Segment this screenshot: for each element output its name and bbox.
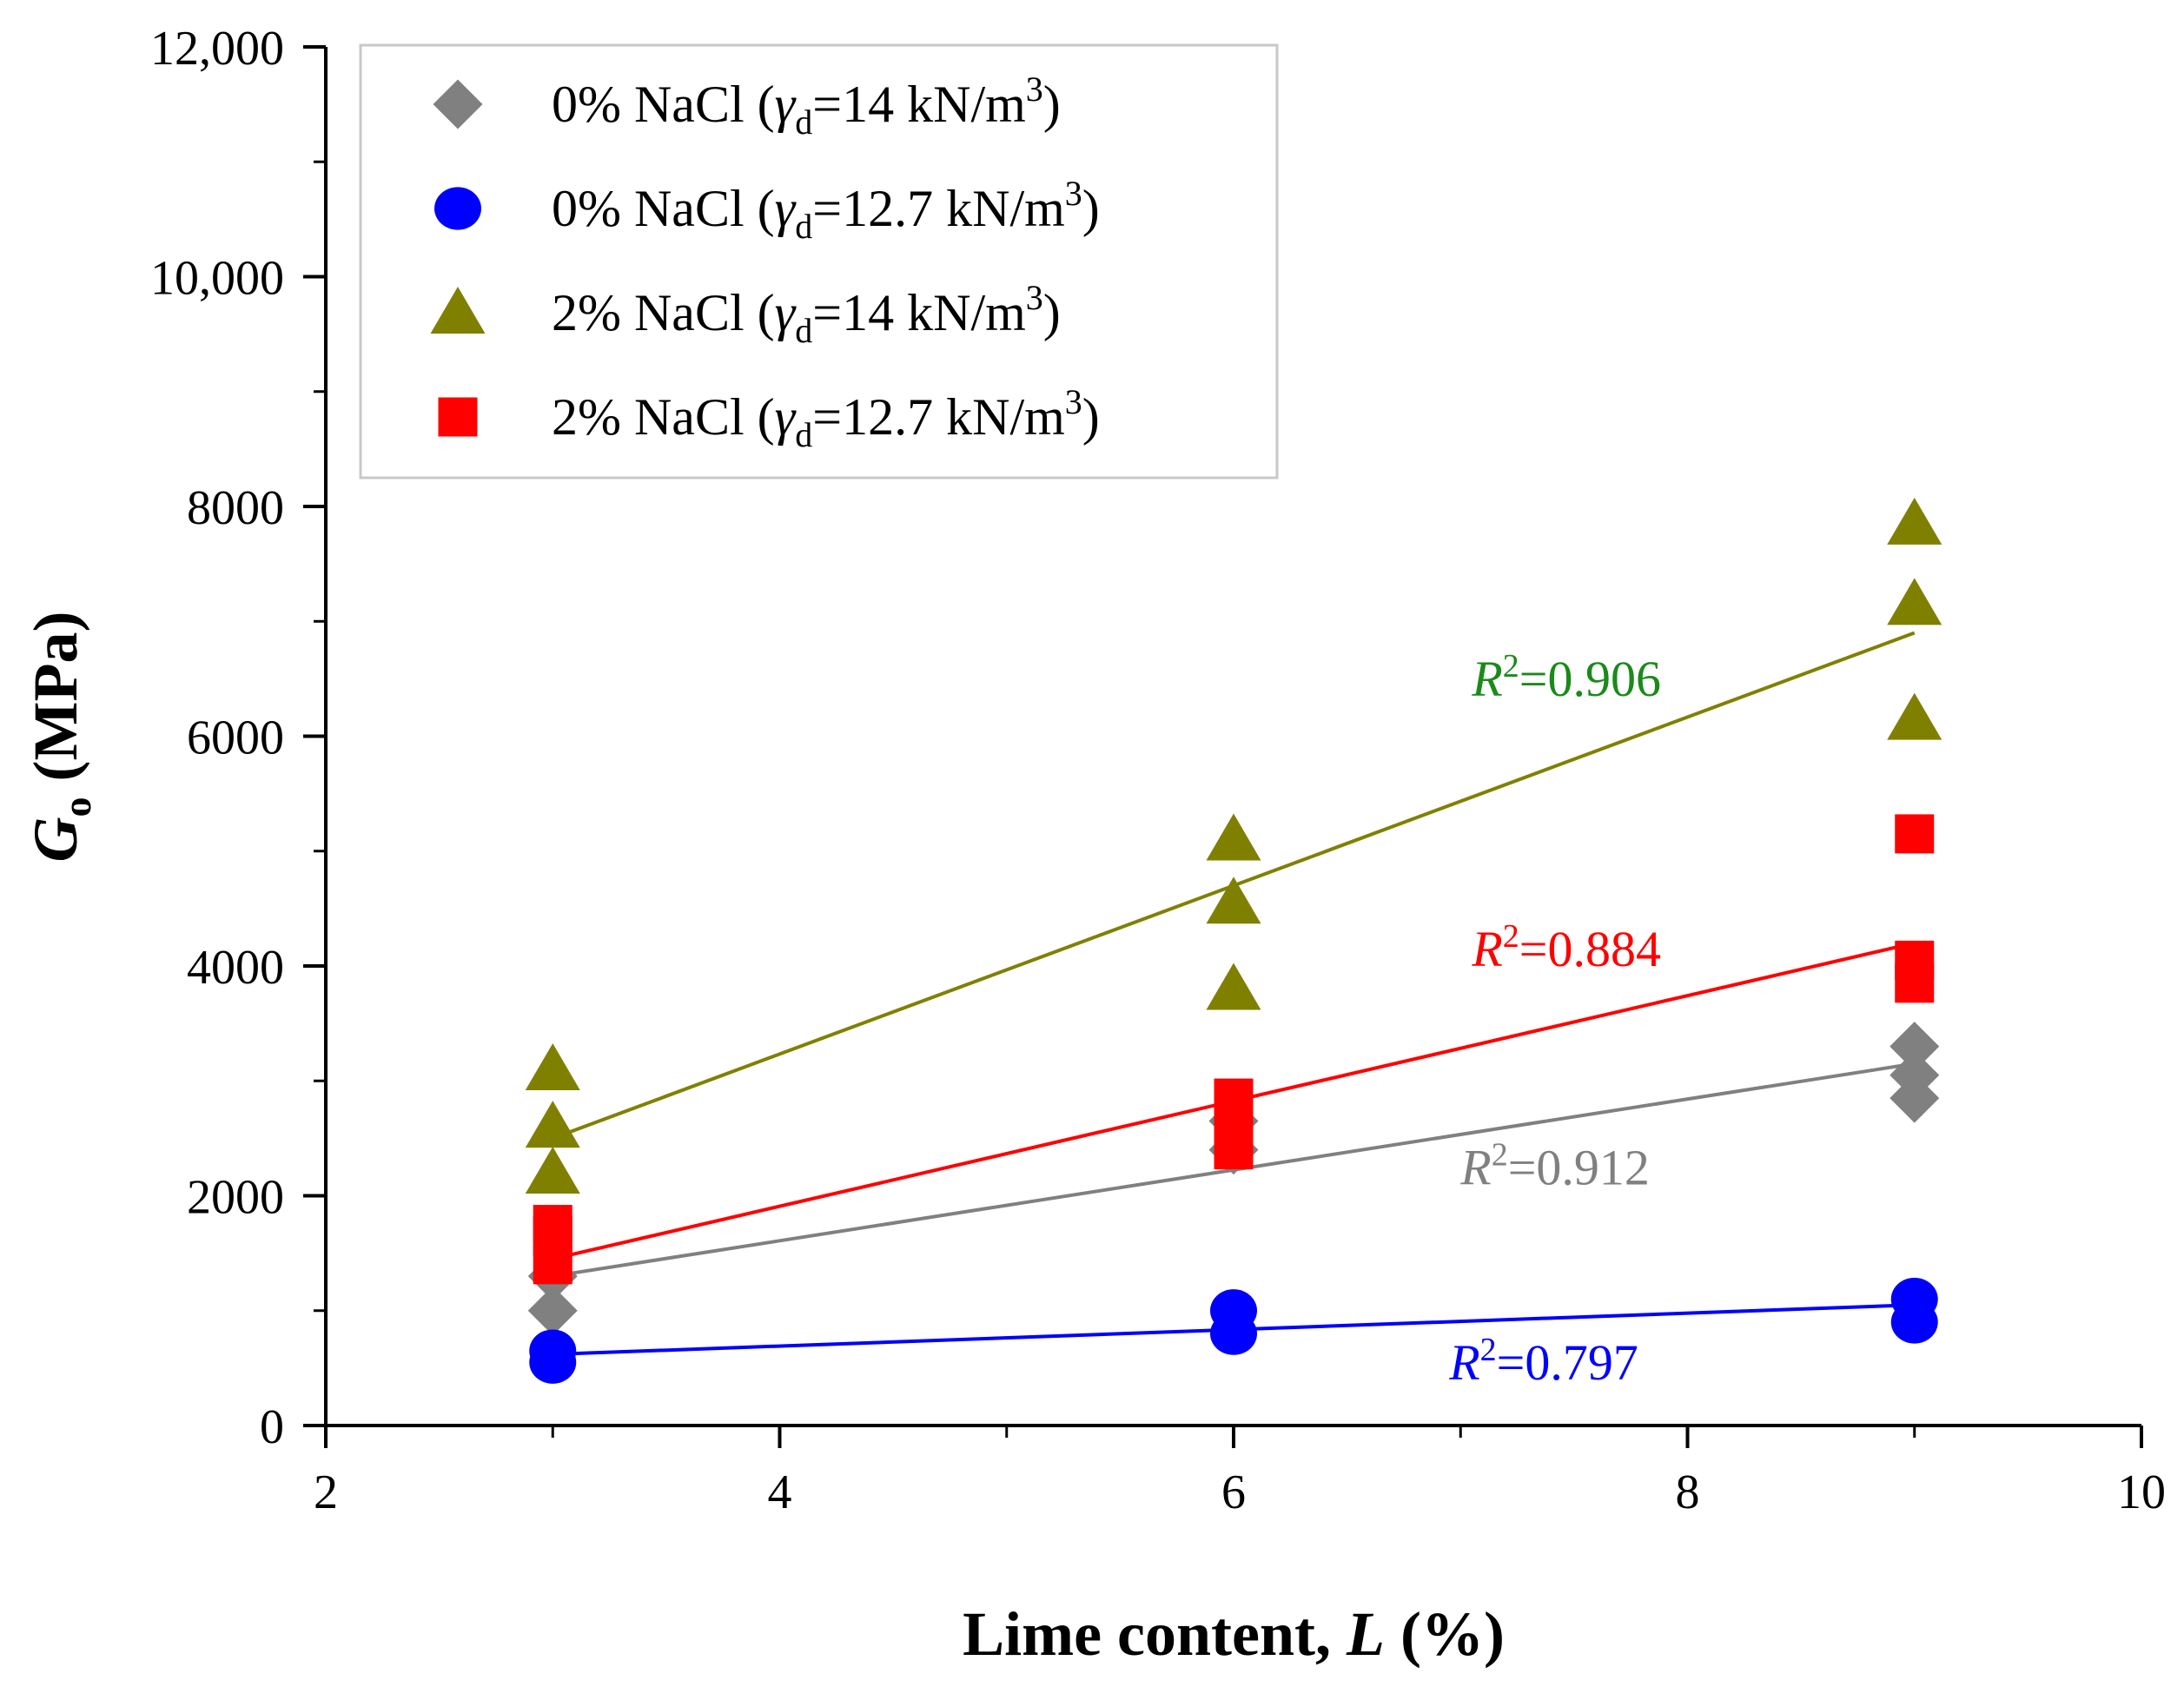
legend-marker-diamond [433, 79, 483, 129]
data-point-square [533, 1205, 572, 1245]
data-markers [525, 497, 1942, 1384]
legend-label: 0% NaCl (γd=14 kN/m3) [552, 69, 1061, 142]
legend-marker-square [438, 397, 478, 437]
x-tick-label: 2 [314, 1465, 338, 1519]
data-point-triangle [1206, 963, 1261, 1010]
y-tick-label: 2000 [187, 1171, 284, 1225]
data-point-triangle [525, 1147, 580, 1194]
data-point-triangle [1206, 813, 1261, 861]
legend-label: 2% NaCl (γd=12.7 kN/m3) [552, 382, 1100, 454]
x-tick-label: 4 [768, 1465, 792, 1519]
data-point-triangle [525, 1043, 580, 1091]
x-tick-label: 10 [2117, 1465, 2166, 1519]
data-point-square [1895, 940, 1935, 980]
y-axis-title: Go (MPa) [21, 612, 99, 863]
y-tick-label: 8000 [187, 481, 284, 535]
data-point-diamond [527, 1286, 578, 1336]
axis-titles: Lime content, L (%) Go (MPa) [21, 612, 1505, 1669]
r2-label: R2=0.912 [1459, 1136, 1650, 1195]
r2-labels: R2=0.912 R2=0.797 R2=0.906 R2=0.884 [1448, 648, 1661, 1391]
data-point-square [1895, 814, 1935, 854]
legend-marker-circle [434, 187, 481, 230]
y-tick-label: 12,000 [150, 22, 284, 76]
y-tick-label: 4000 [187, 941, 284, 995]
data-point-triangle [1206, 877, 1261, 924]
y-tick-label: 6000 [187, 711, 284, 765]
r2-label: R2=0.884 [1471, 918, 1661, 977]
data-point-circle [529, 1329, 577, 1373]
r2-label: R2=0.797 [1448, 1332, 1638, 1391]
legend-label: 2% NaCl (γd=14 kN/m3) [552, 278, 1061, 350]
x-axis-title: Lime content, L (%) [963, 1599, 1505, 1669]
data-point-circle [1890, 1277, 1938, 1321]
data-point-square [1214, 1078, 1254, 1118]
data-point-diamond [1889, 1022, 1940, 1072]
legend: 0% NaCl (γd=14 kN/m3) 0% NaCl (γd=12.7 kN… [359, 43, 1279, 480]
r2-label: R2=0.906 [1471, 648, 1661, 707]
data-point-triangle [1887, 497, 1942, 545]
x-tick-label: 6 [1221, 1465, 1246, 1519]
legend-label: 0% NaCl (γd=12.7 kN/m3) [552, 174, 1100, 246]
legend-box [359, 43, 1279, 480]
data-point-diamond [1889, 1050, 1940, 1101]
legend-marker-triangle [430, 287, 486, 334]
data-point-triangle [525, 1101, 580, 1148]
data-point-circle [1210, 1289, 1257, 1333]
y-tick-label: 10,000 [150, 252, 284, 306]
data-point-triangle [1887, 692, 1942, 740]
y-tick-label: 0 [260, 1400, 284, 1454]
data-point-triangle [1887, 578, 1942, 625]
plot-axes: 2 4 6 8 10 0 2000 4000 6000 8000 10,000 12,000 [150, 22, 2166, 1519]
x-tick-label: 8 [1676, 1465, 1700, 1519]
